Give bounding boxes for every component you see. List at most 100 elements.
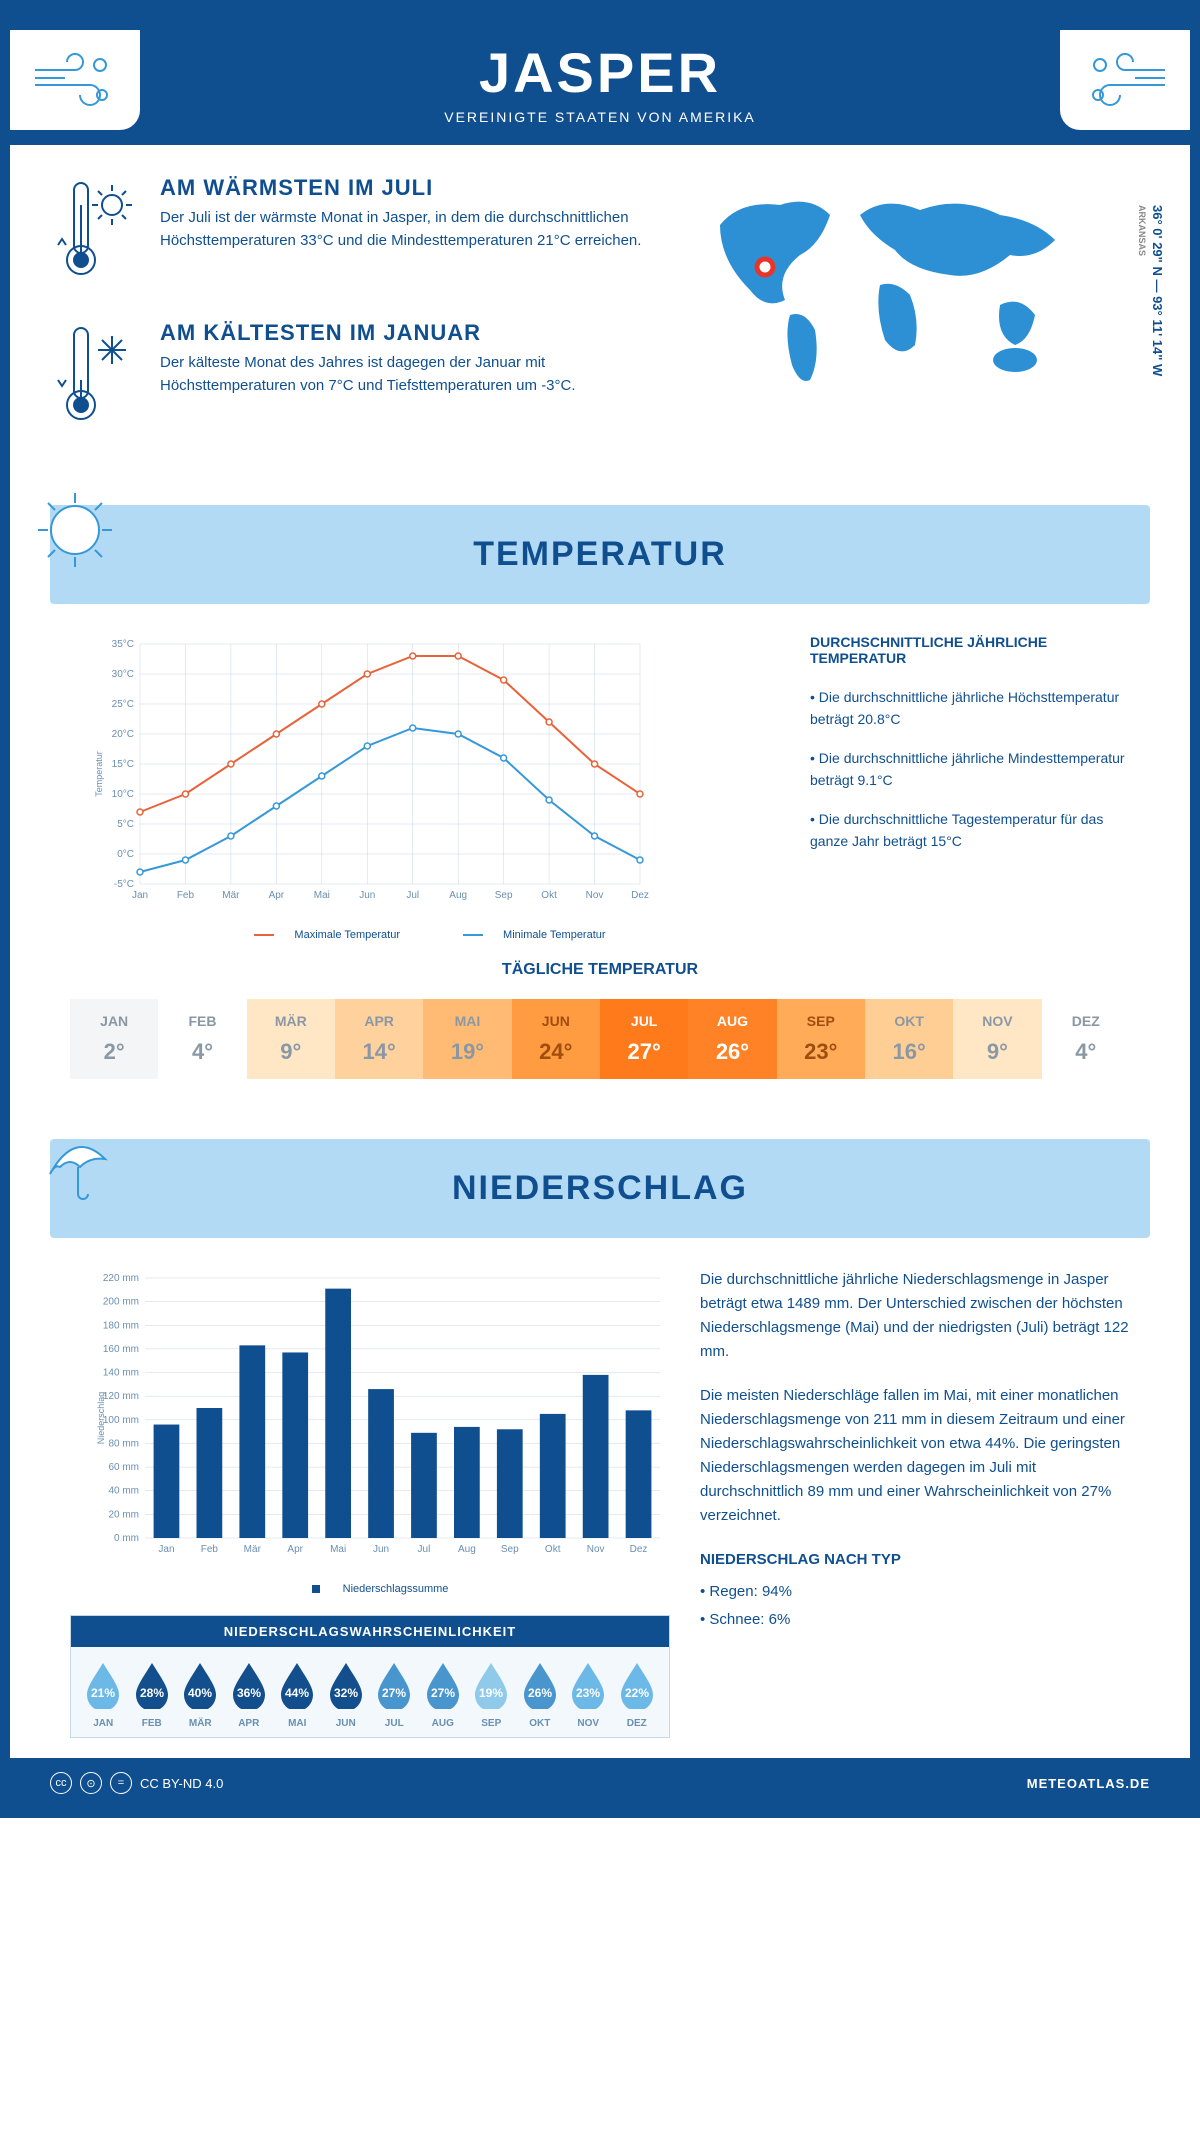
probability-drop: 19%SEP bbox=[471, 1659, 511, 1729]
wind-icon-left bbox=[10, 30, 140, 130]
svg-text:200 mm: 200 mm bbox=[103, 1297, 139, 1308]
svg-text:Jul: Jul bbox=[418, 1544, 431, 1555]
svg-text:80 mm: 80 mm bbox=[108, 1438, 139, 1449]
svg-text:Jun: Jun bbox=[373, 1544, 389, 1555]
cc-icon: cc bbox=[50, 1772, 72, 1794]
temp-cell: NOV9° bbox=[953, 999, 1041, 1079]
svg-text:Sep: Sep bbox=[495, 890, 513, 901]
temperature-header: TEMPERATUR bbox=[50, 505, 1150, 604]
svg-text:15°C: 15°C bbox=[112, 759, 134, 770]
svg-text:Apr: Apr bbox=[287, 1544, 303, 1555]
svg-text:Dez: Dez bbox=[631, 890, 649, 901]
svg-text:60 mm: 60 mm bbox=[108, 1462, 139, 1473]
svg-text:Feb: Feb bbox=[177, 890, 195, 901]
svg-text:20°C: 20°C bbox=[112, 729, 134, 740]
svg-text:140 mm: 140 mm bbox=[103, 1368, 139, 1379]
umbrella-icon bbox=[30, 1119, 120, 1209]
probability-drop: 21%JAN bbox=[83, 1659, 123, 1729]
probability-drop: 28%FEB bbox=[132, 1659, 172, 1729]
svg-text:Aug: Aug bbox=[458, 1544, 476, 1555]
svg-text:160 mm: 160 mm bbox=[103, 1344, 139, 1355]
svg-text:Temperatur: Temperatur bbox=[94, 751, 104, 797]
svg-text:28%: 28% bbox=[140, 1686, 164, 1700]
svg-text:Jun: Jun bbox=[359, 890, 375, 901]
svg-text:Niederschlag: Niederschlag bbox=[96, 1392, 106, 1445]
svg-text:220 mm: 220 mm bbox=[103, 1273, 139, 1284]
site-name: METEOATLAS.DE bbox=[1027, 1776, 1150, 1791]
thermometer-cold-icon bbox=[50, 320, 140, 435]
coldest-text: Der kälteste Monat des Jahres ist dagege… bbox=[160, 352, 660, 397]
svg-text:Jul: Jul bbox=[406, 890, 419, 901]
coldest-title: AM KÄLTESTEN IM JANUAR bbox=[160, 320, 660, 346]
temp-cell: JAN2° bbox=[70, 999, 158, 1079]
svg-text:10°C: 10°C bbox=[112, 789, 134, 800]
thermometer-hot-icon bbox=[50, 175, 140, 290]
nd-icon: = bbox=[110, 1772, 132, 1794]
svg-text:Nov: Nov bbox=[587, 1544, 605, 1555]
svg-text:5°C: 5°C bbox=[117, 819, 134, 830]
by-icon: ⊙ bbox=[80, 1772, 102, 1794]
svg-text:27%: 27% bbox=[431, 1686, 455, 1700]
coldest-block: AM KÄLTESTEN IM JANUAR Der kälteste Mona… bbox=[50, 320, 660, 435]
svg-text:-5°C: -5°C bbox=[114, 879, 134, 890]
svg-text:Dez: Dez bbox=[630, 1544, 648, 1555]
warmest-text: Der Juli ist der wärmste Monat in Jasper… bbox=[160, 207, 660, 252]
page-title: JASPER bbox=[10, 40, 1190, 105]
probability-drop: 27%AUG bbox=[423, 1659, 463, 1729]
svg-text:36%: 36% bbox=[237, 1686, 261, 1700]
precipitation-probability: NIEDERSCHLAGSWAHRSCHEINLICHKEIT 21%JAN28… bbox=[70, 1615, 670, 1738]
temp-cell: SEP23° bbox=[777, 999, 865, 1079]
probability-drop: 23%NOV bbox=[568, 1659, 608, 1729]
svg-text:120 mm: 120 mm bbox=[103, 1391, 139, 1402]
svg-text:Okt: Okt bbox=[545, 1544, 561, 1555]
probability-drop: 26%OKT bbox=[520, 1659, 560, 1729]
temp-cell: JUL27° bbox=[600, 999, 688, 1079]
svg-text:Jan: Jan bbox=[132, 890, 148, 901]
svg-text:Nov: Nov bbox=[586, 890, 604, 901]
temp-stats: DURCHSCHNITTLICHE JÄHRLICHE TEMPERATUR •… bbox=[810, 634, 1130, 941]
warmest-title: AM WÄRMSTEN IM JULI bbox=[160, 175, 660, 201]
svg-text:35°C: 35°C bbox=[112, 639, 134, 650]
svg-text:Okt: Okt bbox=[541, 890, 557, 901]
svg-text:0°C: 0°C bbox=[117, 849, 134, 860]
svg-text:20 mm: 20 mm bbox=[108, 1509, 139, 1520]
svg-text:21%: 21% bbox=[91, 1686, 115, 1700]
probability-drop: 40%MÄR bbox=[180, 1659, 220, 1729]
temp-legend: Maximale Temperatur Minimale Temperatur bbox=[90, 929, 770, 941]
temp-cell: MAI19° bbox=[423, 999, 511, 1079]
header: JASPER VEREINIGTE STAATEN VON AMERIKA bbox=[10, 10, 1190, 145]
temp-cell: FEB4° bbox=[158, 999, 246, 1079]
svg-text:Apr: Apr bbox=[269, 890, 285, 901]
precipitation-bar-chart: 0 mm 20 mm 40 mm 60 mm 80 mm 100 mm 120 mm 140 … bbox=[90, 1268, 670, 1568]
svg-text:23%: 23% bbox=[576, 1686, 600, 1700]
svg-text:180 mm: 180 mm bbox=[103, 1320, 139, 1331]
svg-text:25°C: 25°C bbox=[112, 699, 134, 710]
svg-text:Mär: Mär bbox=[222, 890, 240, 901]
daily-temperature: TÄGLICHE TEMPERATUR JAN2°FEB4°MÄR9°APR14… bbox=[10, 961, 1190, 1119]
svg-text:Aug: Aug bbox=[449, 890, 467, 901]
temp-cell: DEZ4° bbox=[1042, 999, 1130, 1079]
probability-drop: 22%DEZ bbox=[617, 1659, 657, 1729]
svg-text:40 mm: 40 mm bbox=[108, 1486, 139, 1497]
temp-cell: MÄR9° bbox=[247, 999, 335, 1079]
license: cc ⊙ = CC BY-ND 4.0 bbox=[50, 1772, 223, 1794]
svg-text:Mai: Mai bbox=[314, 890, 330, 901]
precip-legend: Niederschlagssumme bbox=[90, 1583, 670, 1595]
svg-text:26%: 26% bbox=[528, 1686, 552, 1700]
precipitation-header: NIEDERSCHLAG bbox=[50, 1139, 1150, 1238]
precip-stats: Die durchschnittliche jährliche Niedersc… bbox=[700, 1268, 1140, 1738]
warmest-block: AM WÄRMSTEN IM JULI Der Juli ist der wär… bbox=[50, 175, 660, 290]
svg-text:44%: 44% bbox=[285, 1686, 309, 1700]
svg-text:100 mm: 100 mm bbox=[103, 1415, 139, 1426]
svg-text:22%: 22% bbox=[625, 1686, 649, 1700]
svg-text:0 mm: 0 mm bbox=[114, 1533, 139, 1544]
temp-cell: JUN24° bbox=[512, 999, 600, 1079]
probability-drop: 44%MAI bbox=[277, 1659, 317, 1729]
svg-text:32%: 32% bbox=[334, 1686, 358, 1700]
temp-cell: OKT16° bbox=[865, 999, 953, 1079]
temp-cell: APR14° bbox=[335, 999, 423, 1079]
sun-icon bbox=[30, 485, 120, 575]
svg-text:Feb: Feb bbox=[201, 1544, 219, 1555]
probability-drop: 36%APR bbox=[229, 1659, 269, 1729]
svg-text:27%: 27% bbox=[382, 1686, 406, 1700]
